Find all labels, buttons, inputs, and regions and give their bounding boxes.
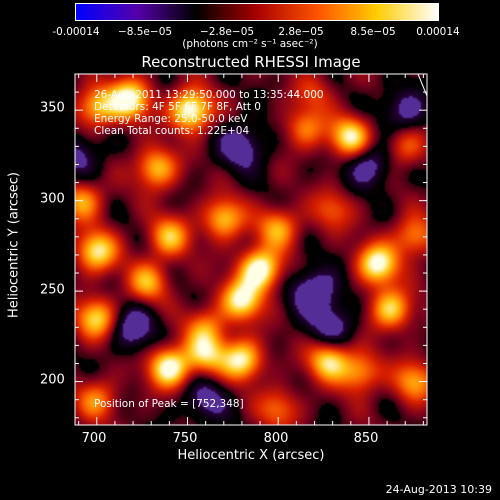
colorbar-tick-label: 2.8e−05 bbox=[278, 26, 324, 38]
axis-ticks bbox=[75, 73, 427, 425]
energy-range-annotation: Energy Range: 25.0-50.0 keV bbox=[94, 113, 248, 125]
x-axis-label: Heliocentric X (arcsec) bbox=[177, 448, 325, 463]
colorbar-tick-label: -0.00014 bbox=[52, 26, 100, 38]
colorbar-tick-label: 0.00014 bbox=[416, 26, 460, 38]
y-axis-label: Heliocentric Y (arcsec) bbox=[6, 172, 22, 318]
y-tick-label: 250 bbox=[40, 282, 65, 298]
colorbar-tick-label: 8.5e−05 bbox=[350, 26, 396, 38]
x-tick-label: 700 bbox=[81, 431, 107, 446]
colorbar-units: (photons cm⁻² s⁻¹ asec⁻²) bbox=[182, 38, 318, 50]
time-range-annotation: 26-Aug-2011 13:29:50.000 to 13:35:44.000 bbox=[94, 89, 324, 101]
chart-title: Reconstructed RHESSI Image bbox=[141, 53, 361, 71]
plot-frame bbox=[74, 73, 428, 426]
detectors-annotation: Detectors: 4F 5F 6F 7F 8F, Att 0 bbox=[94, 101, 261, 113]
colorbar-tick-label: −2.8e−05 bbox=[199, 26, 255, 38]
footer-date: 24-Aug-2013 10:39 bbox=[385, 483, 492, 496]
colorbar bbox=[75, 3, 439, 21]
x-tick-label: 750 bbox=[172, 431, 198, 446]
colorbar-tick-label: −8.5e−05 bbox=[117, 26, 173, 38]
y-tick-label: 300 bbox=[40, 191, 65, 207]
heatmap-image bbox=[75, 74, 427, 425]
x-tick-label: 850 bbox=[353, 431, 379, 446]
y-tick-label: 350 bbox=[40, 100, 65, 116]
x-tick-label: 800 bbox=[263, 431, 289, 446]
y-tick-label: 200 bbox=[40, 372, 65, 388]
clean-counts-annotation: Clean Total counts: 1.22E+04 bbox=[94, 125, 250, 137]
limb-line bbox=[417, 73, 428, 97]
peak-position-annotation: Position of Peak = [752,348] bbox=[94, 398, 244, 410]
